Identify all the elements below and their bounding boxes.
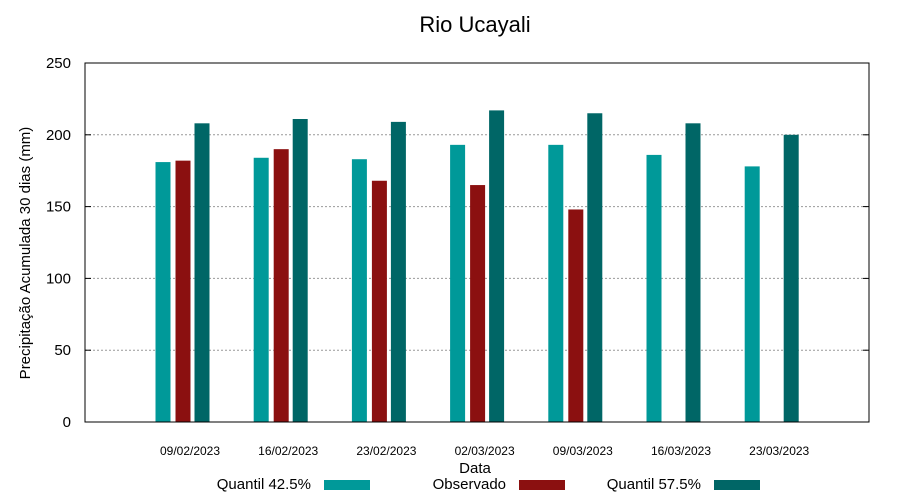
legend-label: Quantil 57.5% — [607, 476, 701, 493]
y-tick-label: 250 — [46, 55, 71, 72]
x-tick-label: 16/03/2023 — [651, 444, 711, 458]
legend-swatch — [714, 480, 760, 490]
legend-label: Quantil 42.5% — [217, 476, 311, 493]
y-tick-label: 150 — [46, 199, 71, 216]
bar-quantil-42-5 — [253, 157, 269, 422]
legend-swatch — [519, 480, 565, 490]
x-tick-label: 09/03/2023 — [553, 444, 613, 458]
bar-quantil-57-5 — [489, 110, 505, 422]
y-tick-label: 200 — [46, 127, 71, 144]
plot-frame — [84, 62, 870, 423]
x-axis-ticks: 09/02/2023 16/02/2023 23/02/2023 02/03/2023… — [160, 444, 810, 458]
bar-observado — [175, 160, 191, 422]
x-tick-label: 23/03/2023 — [749, 444, 809, 458]
bar-observado — [568, 209, 584, 422]
bar-quantil-42-5 — [646, 154, 662, 423]
bar-quantil-57-5 — [587, 113, 603, 422]
bars — [155, 110, 799, 423]
bar-quantil-42-5 — [548, 144, 564, 423]
bar-observado — [371, 180, 387, 422]
legend-swatch — [324, 480, 370, 490]
y-tick-label: 50 — [54, 342, 71, 359]
y-axis-ticks: 0 50 100 150 200 250 — [46, 55, 869, 431]
bar-observado — [470, 185, 486, 422]
bar-quantil-42-5 — [744, 166, 760, 422]
chart-title: Rio Ucayali — [419, 12, 530, 37]
x-tick-label: 23/02/2023 — [356, 444, 416, 458]
legend-label: Observado — [433, 476, 506, 493]
x-axis-label: Data — [459, 460, 491, 477]
bar-observado — [273, 149, 289, 422]
bar-quantil-42-5 — [450, 144, 466, 423]
bar-quantil-42-5 — [155, 162, 171, 423]
x-tick-label: 02/03/2023 — [455, 444, 515, 458]
x-tick-label: 16/02/2023 — [258, 444, 318, 458]
bar-quantil-57-5 — [685, 123, 701, 422]
bar-quantil-57-5 — [292, 119, 308, 422]
x-tick-label: 09/02/2023 — [160, 444, 220, 458]
y-tick-label: 100 — [46, 270, 71, 287]
bar-quantil-42-5 — [351, 159, 367, 422]
bar-quantil-57-5 — [390, 121, 406, 422]
legend: Quantil 42.5% Observado Quantil 57.5% — [217, 476, 760, 493]
y-tick-label: 0 — [63, 414, 71, 431]
y-axis-label: Precipitação Acumulada 30 dias (mm) — [17, 127, 34, 380]
bar-quantil-57-5 — [194, 123, 210, 422]
bar-quantil-57-5 — [783, 134, 799, 423]
